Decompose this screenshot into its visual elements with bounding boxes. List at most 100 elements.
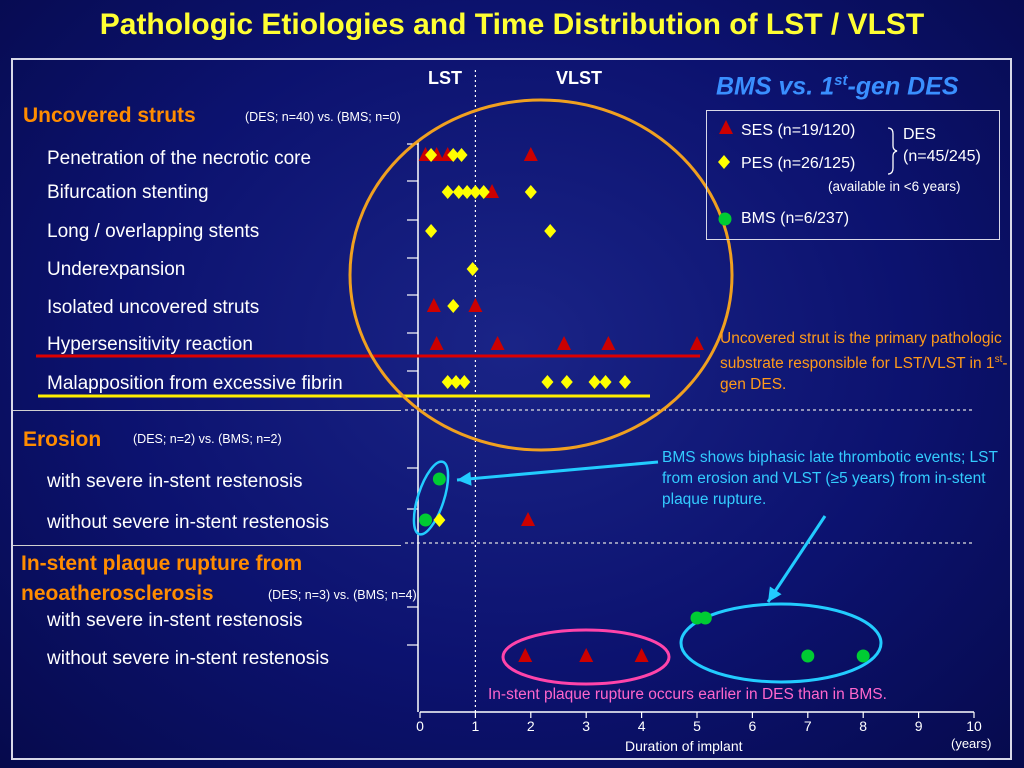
- ses-marker: [601, 336, 616, 350]
- bms-marker: [801, 649, 815, 663]
- pes-marker: [441, 185, 454, 199]
- rupture-bms-oval: [679, 602, 883, 684]
- pes-marker: [452, 185, 465, 199]
- row-label: Malapposition from excessive fibrin: [47, 373, 343, 394]
- pes-marker: [455, 148, 468, 162]
- pes-marker: [433, 513, 446, 527]
- x-tick-label: 0: [416, 718, 424, 734]
- content-frame: [11, 58, 1012, 760]
- section-uncovered-struts: Uncovered struts: [23, 104, 196, 127]
- ses-marker: [485, 184, 500, 198]
- pes-marker: [441, 375, 454, 389]
- pes-marker: [450, 375, 463, 389]
- ses-marker: [690, 336, 704, 350]
- section-rupture-note: (DES; n=3) vs. (BMS; n=4): [268, 588, 417, 602]
- ses-marker: [557, 336, 572, 350]
- pes-marker: [458, 375, 471, 389]
- erosion-arrow-head: [457, 471, 472, 486]
- pes-marker: [618, 375, 631, 389]
- row-label: without severe in-stent restenosis: [47, 512, 329, 533]
- rupture-des-oval: [501, 628, 671, 686]
- legend-des-brace: [887, 127, 898, 175]
- section-erosion: Erosion: [23, 428, 102, 451]
- legend-pes: PES (n=26/125): [741, 155, 856, 172]
- x-tick-label: 4: [638, 718, 646, 734]
- ses-marker: [518, 648, 533, 662]
- annotation-uncovered: Uncovered strut is the primary pathologi…: [720, 330, 1008, 394]
- erosion-oval: [412, 460, 450, 536]
- bms-marker: [419, 513, 433, 527]
- section-uncovered-note: (DES; n=40) vs. (BMS; n=0): [245, 110, 401, 124]
- row-label: Penetration of the necrotic core: [47, 148, 312, 169]
- section-rupture-line2: neoatherosclerosis: [21, 582, 214, 605]
- ses-marker: [426, 298, 441, 312]
- legend-des-n: (n=45/245): [903, 148, 981, 165]
- legend-bms: BMS (n=6/237): [741, 210, 850, 227]
- pes-marker: [425, 224, 438, 238]
- x-tick-label: 9: [915, 718, 923, 734]
- lst-header: LST: [428, 68, 462, 88]
- pes-marker: [425, 148, 438, 162]
- uncovered-struts-oval: [348, 98, 734, 452]
- pes-marker: [588, 375, 601, 389]
- section-divider: [13, 545, 401, 546]
- pes-marker: [447, 299, 460, 313]
- ses-marker: [579, 648, 594, 662]
- x-tick-label: 7: [804, 718, 812, 734]
- x-tick-label: 1: [472, 718, 480, 734]
- row-label: Isolated uncovered struts: [47, 297, 260, 318]
- pes-marker: [466, 262, 479, 276]
- pes-marker: [599, 375, 612, 389]
- bms-marker: [856, 649, 870, 663]
- pes-marker: [447, 148, 460, 162]
- section-erosion-note: (DES; n=2) vs. (BMS; n=2): [133, 432, 282, 446]
- section-divider: [13, 410, 401, 411]
- legend-bms-marker: [718, 212, 732, 226]
- legend-available-note: (available in <6 years): [828, 179, 961, 194]
- x-tick-label: 5: [693, 718, 701, 734]
- erosion-arrow: [456, 460, 659, 482]
- pes-marker: [524, 185, 537, 199]
- row-label: Long / overlapping stents: [47, 221, 260, 242]
- legend: [706, 110, 1000, 240]
- bms-marker: [698, 611, 712, 625]
- legend-ses-marker: [719, 120, 733, 134]
- ses-marker: [490, 336, 505, 350]
- pes-marker: [477, 185, 490, 199]
- x-axis-label: Duration of implant: [625, 738, 743, 754]
- annotation-bms: BMS shows biphasic late thrombotic event…: [662, 449, 998, 508]
- row-label: Underexpansion: [47, 259, 186, 280]
- x-tick-label: 3: [582, 718, 590, 734]
- row-label: Hypersensitivity reaction: [47, 334, 253, 355]
- bms-marker: [432, 472, 446, 486]
- ses-marker: [521, 512, 536, 526]
- pes-marker: [461, 185, 474, 199]
- x-axis-unit: (years): [951, 736, 992, 751]
- ses-marker: [429, 336, 444, 350]
- legend-pes-marker: [718, 155, 730, 169]
- comparison-subtitle: BMS vs. 1st-gen DES: [716, 72, 959, 101]
- pes-marker: [469, 185, 482, 199]
- x-tick-label: 2: [527, 718, 535, 734]
- ses-marker: [523, 147, 538, 161]
- legend-ses: SES (n=19/120): [741, 122, 856, 139]
- pes-marker: [541, 375, 554, 389]
- x-tick-label: 6: [749, 718, 757, 734]
- pes-marker: [544, 224, 557, 238]
- row-label: Bifurcation stenting: [47, 182, 209, 203]
- rupture-arrow: [766, 515, 827, 603]
- rupture-arrow-head: [768, 586, 782, 602]
- row-label: without severe in-stent restenosis: [47, 648, 329, 669]
- x-tick-label: 10: [966, 718, 982, 734]
- x-tick-label: 8: [859, 718, 867, 734]
- pes-marker: [560, 375, 573, 389]
- ses-marker: [468, 298, 483, 312]
- section-rupture-line1: In-stent plaque rupture from: [21, 552, 303, 575]
- slide-title: Pathologic Etiologies and Time Distribut…: [99, 8, 925, 41]
- ses-marker: [634, 648, 649, 662]
- vlst-header: VLST: [556, 68, 603, 88]
- annotation-rupture: In-stent plaque rupture occurs earlier i…: [488, 686, 887, 703]
- legend-des: DES: [903, 126, 936, 143]
